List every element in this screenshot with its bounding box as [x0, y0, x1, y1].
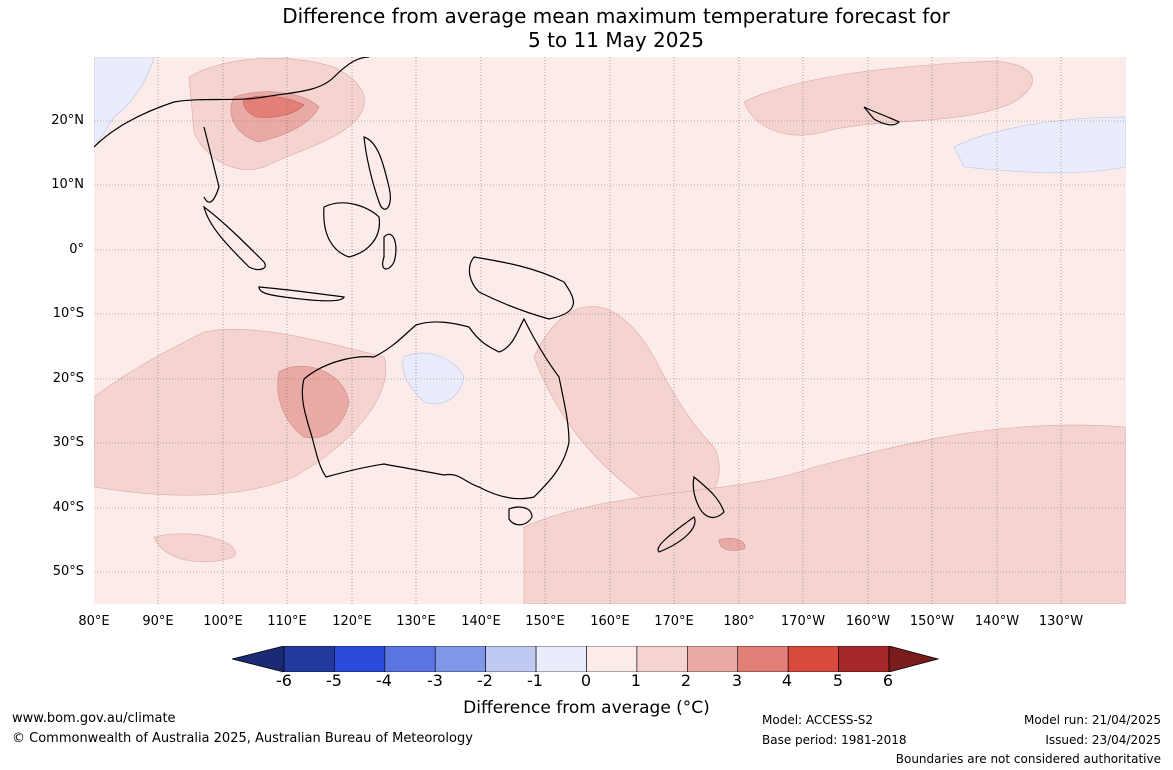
lon-label: 90°E [142, 614, 174, 629]
coast-tasmania [508, 506, 533, 526]
colorbar-tick: 5 [832, 671, 844, 690]
lon-label: 150°W [909, 614, 955, 629]
colorbar-tick: 0 [580, 671, 592, 690]
lat-label: 20°N [51, 113, 84, 128]
lon-label: 120°E [332, 614, 372, 629]
region-central-australia [402, 352, 465, 405]
coast-new-zealand-south [657, 516, 696, 553]
colorbar-cell [283, 646, 335, 672]
lon-label: 160°W [845, 614, 891, 629]
colorbar-cells [283, 646, 890, 672]
lon-label: 100°E [203, 614, 243, 629]
colorbar-cell [434, 646, 486, 672]
lon-label: 80°E [78, 614, 110, 629]
region-tasman [718, 538, 746, 551]
coast-java [258, 286, 345, 302]
colorbar-tick: 1 [630, 671, 642, 690]
model-text: Model: ACCESS-S2 [762, 713, 874, 727]
region-south-pacific [523, 424, 1126, 604]
lon-label: 170°E [654, 614, 694, 629]
anomaly-regions-3-4 [243, 95, 305, 118]
copyright-text: © Commonwealth of Australia 2025, Austra… [12, 731, 473, 746]
colorbar-label: Difference from average (°C) [463, 698, 710, 718]
title-line-2: 5 to 11 May 2025 [528, 28, 704, 52]
colorbar-tick: 6 [882, 671, 894, 690]
colorbar-cell [334, 646, 386, 672]
lat-label: 50°S [52, 564, 84, 579]
issued-text: Issued: 23/04/2025 [1045, 733, 1161, 747]
colorbar-cell [838, 646, 890, 672]
colorbar-tick: 3 [731, 671, 743, 690]
colorbar-tick: 2 [680, 671, 692, 690]
region-vietnam-core [243, 95, 305, 118]
lon-label: 140°W [974, 614, 1020, 629]
colorbar-tick: -6 [276, 671, 292, 690]
lat-label: 10°S [52, 306, 84, 321]
coast-hawaii [863, 106, 901, 126]
region-tibet [94, 57, 155, 148]
map-canvas [94, 57, 1126, 604]
lon-label: 130°W [1038, 614, 1084, 629]
colorbar-cell [384, 646, 436, 672]
colorbar-tick: -4 [376, 671, 392, 690]
region-hawaii-east [953, 116, 1126, 174]
anomaly-regions-neg [94, 57, 1126, 405]
lon-label: 140°E [461, 614, 501, 629]
region-north-pacific [743, 60, 1033, 136]
lat-label: 30°S [52, 435, 84, 450]
coastlines [94, 57, 901, 553]
colorbar [232, 646, 940, 672]
colorbar-cell [586, 646, 638, 672]
colorbar-tick: -2 [477, 671, 493, 690]
coast-sulawesi [382, 233, 397, 270]
colorbar-high-extend [888, 646, 940, 672]
lon-label: 180° [723, 614, 755, 629]
coast-new-guinea [468, 256, 574, 320]
map-title: Difference from average mean maximum tem… [0, 4, 1173, 52]
coast-new-zealand-north [692, 475, 725, 519]
lon-label: 160°E [590, 614, 630, 629]
lon-label: 150°E [525, 614, 565, 629]
coast-australia [301, 317, 570, 500]
colorbar-tick: -1 [527, 671, 543, 690]
coast-sumatra [203, 205, 266, 271]
lon-label: 110°E [267, 614, 307, 629]
title-line-1: Difference from average mean maximum tem… [282, 4, 950, 28]
colorbar-cell [535, 646, 587, 672]
colorbar-tick: 4 [781, 671, 793, 690]
colorbar-cell [687, 646, 739, 672]
coast-borneo [323, 202, 380, 258]
colorbar-cell [787, 646, 839, 672]
colorbar-low-extend [232, 646, 285, 672]
colorbar-tick: -3 [427, 671, 443, 690]
lat-label: 0° [69, 242, 84, 257]
disclaimer-text: Boundaries are not considered authoritat… [895, 752, 1161, 766]
colorbar-cell [636, 646, 688, 672]
region-east-of-australia [533, 306, 720, 513]
region-southern-indian [153, 533, 236, 563]
colorbar-cell [485, 646, 537, 672]
model-run-text: Model run: 21/04/2025 [1023, 713, 1161, 727]
website-text: www.bom.gov.au/climate [12, 711, 176, 726]
region-western-australia [277, 365, 350, 439]
lon-label: 170°W [780, 614, 826, 629]
lon-label: 130°E [396, 614, 436, 629]
colorbar-tick: -5 [326, 671, 342, 690]
colorbar-cell [737, 646, 789, 672]
graticule [94, 57, 1126, 604]
forecast-map [94, 57, 1126, 604]
coast-philippines [363, 136, 391, 210]
lat-label: 40°S [52, 500, 84, 515]
coast-asia-mainland [94, 57, 370, 203]
lat-label: 20°S [52, 371, 84, 386]
base-period-text: Base period: 1981-2018 [762, 733, 907, 747]
lat-label: 10°N [51, 177, 84, 192]
